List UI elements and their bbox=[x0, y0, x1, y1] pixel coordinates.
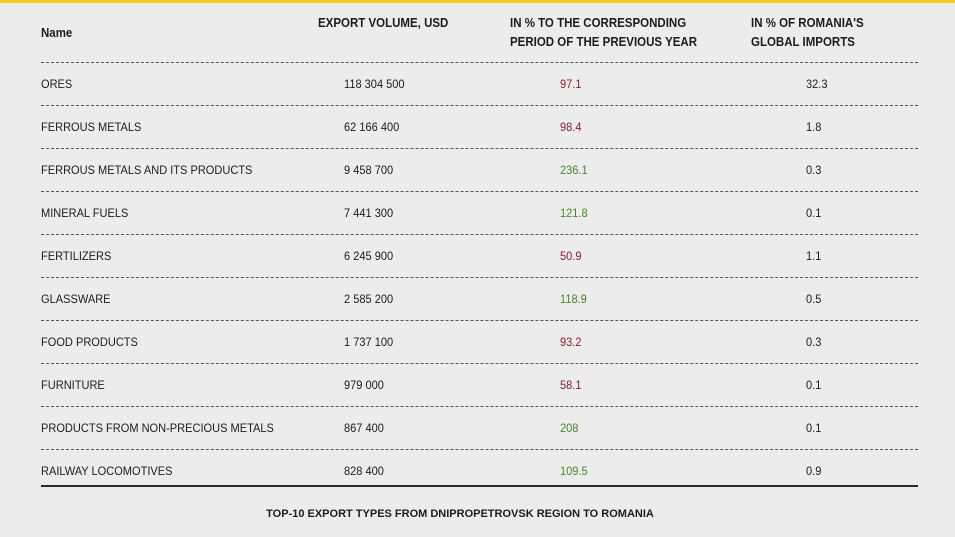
cell-percent-imports: 0.1 bbox=[806, 378, 822, 392]
cell-percent-imports: 0.1 bbox=[806, 206, 822, 220]
cell-volume: 2 585 200 bbox=[344, 292, 394, 306]
cell-percent-imports: 0.1 bbox=[806, 421, 822, 435]
cell-percent-imports: 0.3 bbox=[806, 163, 822, 177]
cell-volume: 828 400 bbox=[344, 464, 384, 478]
table-row: PRODUCTS FROM NON-PRECIOUS METALS 867 400… bbox=[41, 407, 918, 450]
cell-percent-previous: 109.5 bbox=[560, 464, 588, 478]
cell-name: RAILWAY LOCOMOTIVES bbox=[41, 464, 173, 478]
cell-volume: 118 304 500 bbox=[344, 77, 405, 91]
cell-name: MINERAL FUELS bbox=[41, 206, 129, 220]
table-row: FERTILIZERS 6 245 900 50.9 1.1 bbox=[41, 235, 918, 278]
cell-percent-imports: 1.1 bbox=[806, 249, 822, 263]
header-imports-line2: GLOBAL IMPORTS bbox=[751, 35, 855, 49]
cell-percent-imports: 1.8 bbox=[806, 120, 822, 134]
export-table: Name EXPORT VOLUME, USD IN % TO THE CORR… bbox=[41, 0, 918, 487]
header-percent-previous: IN % TO THE CORRESPONDING PERIOD OF THE … bbox=[510, 14, 697, 52]
header-percent-line2: PERIOD OF THE PREVIOUS YEAR bbox=[510, 35, 698, 49]
cell-name: PRODUCTS FROM NON-PRECIOUS METALS bbox=[41, 421, 274, 435]
cell-percent-previous: 50.9 bbox=[560, 249, 582, 263]
table-row: FURNITURE 979 000 58.1 0.1 bbox=[41, 364, 918, 407]
bottom-divider bbox=[41, 485, 918, 487]
cell-name: FERROUS METALS bbox=[41, 120, 142, 134]
cell-percent-imports: 32.3 bbox=[806, 77, 828, 91]
header-imports-line1: IN % OF ROMANIA'S bbox=[751, 16, 864, 30]
table-row: FERROUS METALS AND ITS PRODUCTS 9 458 700… bbox=[41, 149, 918, 192]
top-accent-bar bbox=[0, 0, 955, 3]
cell-percent-previous: 58.1 bbox=[560, 378, 582, 392]
cell-percent-previous: 121.8 bbox=[560, 206, 588, 220]
header-name: Name bbox=[41, 26, 73, 40]
header-percent-imports: IN % OF ROMANIA'S GLOBAL IMPORTS bbox=[751, 14, 864, 52]
cell-volume: 1 737 100 bbox=[344, 335, 394, 349]
cell-name: GLASSWARE bbox=[41, 292, 111, 306]
table-row: GLASSWARE 2 585 200 118.9 0.5 bbox=[41, 278, 918, 321]
cell-percent-previous: 118.9 bbox=[560, 292, 587, 306]
header-percent-line1: IN % TO THE CORRESPONDING bbox=[510, 16, 687, 30]
cell-name: FERTILIZERS bbox=[41, 249, 112, 263]
cell-name: FERROUS METALS AND ITS PRODUCTS bbox=[41, 163, 253, 177]
cell-percent-previous: 236.1 bbox=[560, 163, 588, 177]
cell-percent-imports: 0.5 bbox=[806, 292, 822, 306]
cell-volume: 62 166 400 bbox=[344, 120, 400, 134]
table-header: Name EXPORT VOLUME, USD IN % TO THE CORR… bbox=[41, 0, 918, 63]
cell-name: ORES bbox=[41, 77, 73, 91]
cell-percent-previous: 93.2 bbox=[560, 335, 582, 349]
cell-percent-imports: 0.3 bbox=[806, 335, 822, 349]
cell-percent-previous: 97.1 bbox=[560, 77, 582, 91]
table-body: ORES 118 304 500 97.1 32.3 FERROUS METALS 62 … bbox=[41, 63, 918, 487]
cell-volume: 7 441 300 bbox=[344, 206, 394, 220]
table-row: FOOD PRODUCTS 1 737 100 93.2 0.3 bbox=[41, 321, 918, 364]
cell-volume: 9 458 700 bbox=[344, 163, 394, 177]
cell-percent-previous: 98.4 bbox=[560, 120, 582, 134]
table-row: ORES 118 304 500 97.1 32.3 bbox=[41, 63, 918, 106]
cell-volume: 979 000 bbox=[344, 378, 384, 392]
cell-name: FURNITURE bbox=[41, 378, 105, 392]
cell-percent-imports: 0.9 bbox=[806, 464, 822, 478]
table-row: RAILWAY LOCOMOTIVES 828 400 109.5 0.9 bbox=[41, 450, 918, 492]
table-caption: TOP-10 EXPORT TYPES FROM DNIPROPETROVSK … bbox=[266, 508, 654, 520]
table-row: FERROUS METALS 62 166 400 98.4 1.8 bbox=[41, 106, 918, 149]
cell-volume: 867 400 bbox=[344, 421, 384, 435]
table-row: MINERAL FUELS 7 441 300 121.8 0.1 bbox=[41, 192, 918, 235]
cell-percent-previous: 208 bbox=[560, 421, 579, 435]
cell-volume: 6 245 900 bbox=[344, 249, 394, 263]
cell-name: FOOD PRODUCTS bbox=[41, 335, 138, 349]
header-volume: EXPORT VOLUME, USD bbox=[318, 16, 449, 30]
